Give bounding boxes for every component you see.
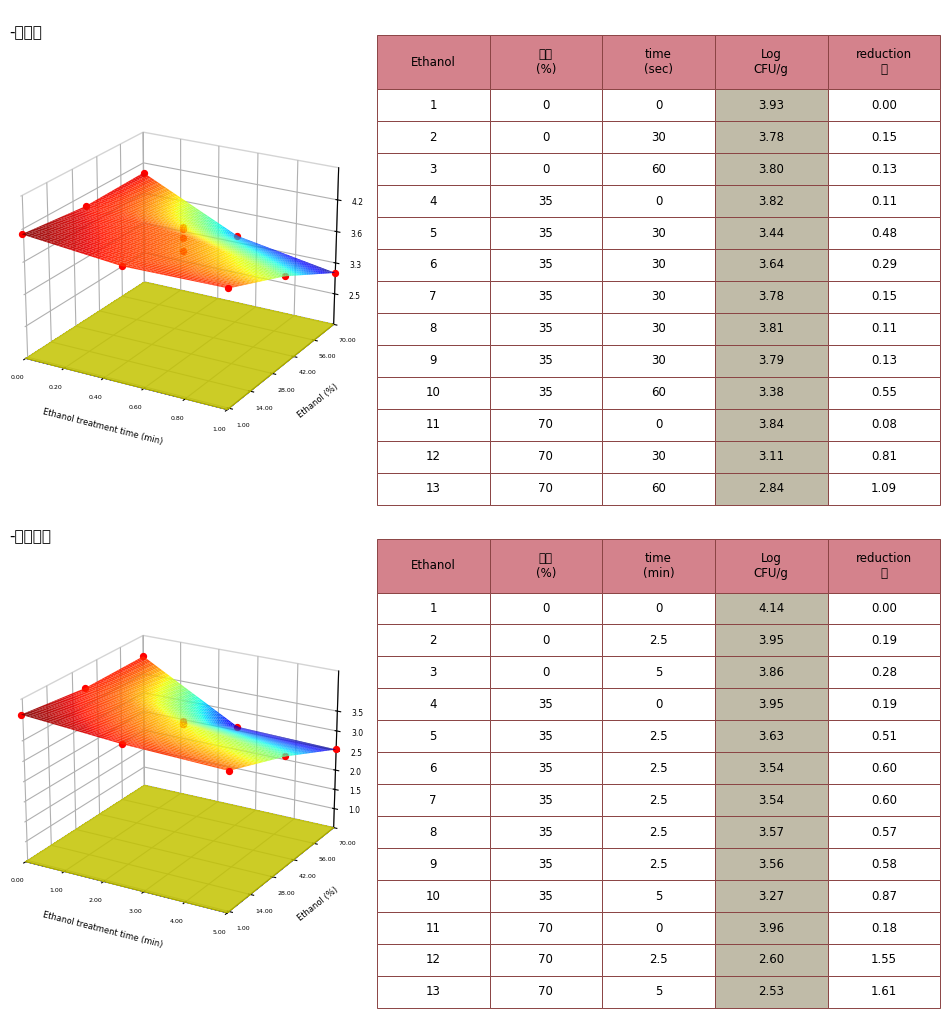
Y-axis label: Ethanol (%): Ethanol (%) xyxy=(296,885,340,923)
X-axis label: Ethanol treatment time (min): Ethanol treatment time (min) xyxy=(42,910,164,949)
Y-axis label: Ethanol (%): Ethanol (%) xyxy=(296,382,340,419)
Text: -건오징어: -건오징어 xyxy=(9,529,51,544)
X-axis label: Ethanol treatment time (min): Ethanol treatment time (min) xyxy=(42,407,164,446)
Text: -건미역: -건미역 xyxy=(9,26,43,41)
